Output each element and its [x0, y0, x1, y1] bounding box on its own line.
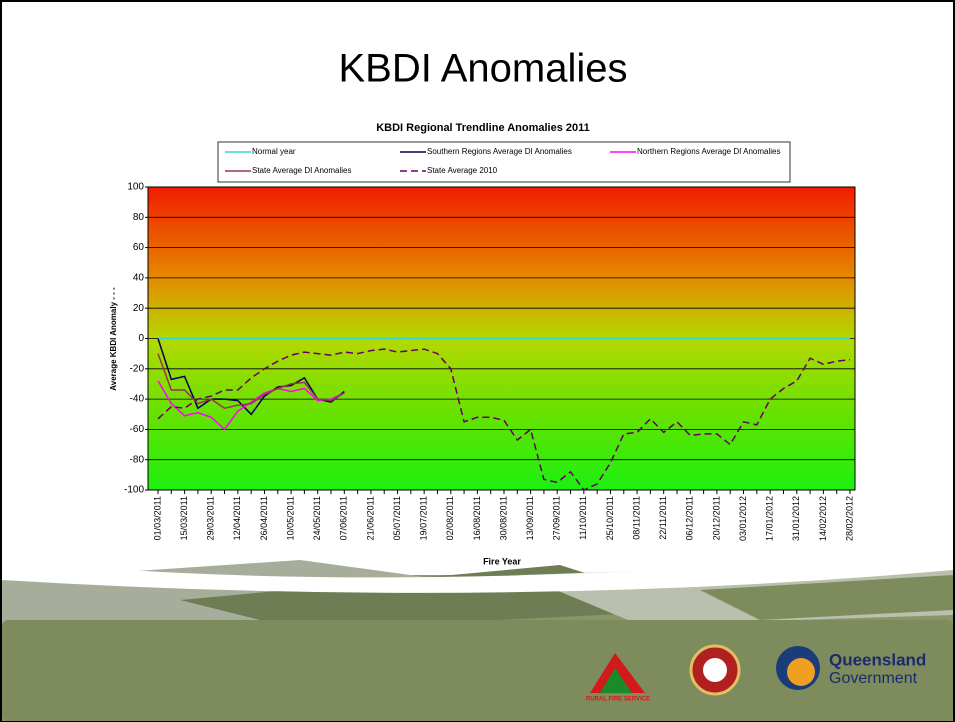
x-tick-label: 07/06/2011 [339, 496, 349, 540]
qld-logo-inner [787, 658, 815, 686]
x-tick-label: 25/10/2011 [605, 496, 615, 540]
x-tick-label: 31/01/2012 [791, 496, 801, 541]
y-tick-label: 80 [133, 212, 145, 223]
x-tick-label: 20/12/2011 [711, 496, 721, 540]
x-axis-label: Fire Year [483, 556, 521, 566]
x-tick-label: 26/04/2011 [259, 496, 269, 540]
y-tick-label: 20 [133, 303, 145, 314]
x-tick-label: 03/01/2012 [738, 496, 748, 541]
qld-label: Queensland [829, 650, 926, 669]
x-tick-label: 10/05/2011 [285, 496, 295, 540]
x-tick-label: 24/05/2011 [312, 496, 322, 540]
chart-title: KBDI Regional Trendline Anomalies 2011 [376, 122, 590, 134]
y-tick-label: 100 [127, 182, 144, 193]
x-tick-label: 21/06/2011 [365, 496, 375, 540]
legend-label: Northern Regions Average DI Anomalies [637, 147, 781, 156]
qld-label: Government [829, 670, 918, 687]
y-tick-label: -60 [130, 424, 145, 435]
x-tick-label: 02/08/2011 [445, 496, 455, 540]
y-axis-label: Average KBDI Anomaly - - - [109, 287, 118, 391]
x-tick-label: 14/02/2012 [818, 496, 828, 541]
x-tick-label: 01/03/2011 [152, 496, 162, 540]
x-tick-label: 29/03/2011 [206, 496, 216, 540]
y-tick-label: -100 [124, 485, 144, 496]
x-tick-label: 13/09/2011 [525, 496, 535, 540]
legend-label: Southern Regions Average DI Anomalies [427, 147, 572, 156]
x-tick-label: 06/12/2011 [685, 496, 695, 540]
legend: Normal year Southern Regions Average DI A… [218, 142, 790, 182]
y-tick-label: 40 [133, 273, 145, 284]
legend-label: Normal year [252, 147, 296, 156]
x-tick-label: 15/03/2011 [179, 496, 189, 540]
leaf-band [2, 548, 953, 721]
y-tick-label: -80 [130, 454, 145, 465]
legend-label: State Average 2010 [427, 166, 498, 175]
x-tick-label: 11/10/2011 [578, 496, 588, 540]
x-tick-label: 28/02/2012 [844, 496, 854, 541]
y-tick-label: -40 [130, 394, 145, 405]
rfs-label: RURAL FIRE SERVICE [586, 697, 650, 703]
x-tick-label: 16/08/2011 [472, 496, 482, 540]
y-tick-label: 60 [133, 242, 145, 253]
legend-label: State Average DI Anomalies [252, 166, 351, 175]
x-tick-label: 19/07/2011 [419, 496, 429, 540]
x-tick-label: 05/07/2011 [392, 496, 402, 540]
slide-title: KBDI Anomalies [338, 47, 627, 91]
x-tick-label: 17/01/2012 [765, 496, 775, 541]
x-tick-label: 08/11/2011 [631, 496, 641, 540]
x-tick-label: 30/08/2011 [498, 496, 508, 540]
crest-inner [703, 658, 727, 682]
slide: KBDI Anomalies RURAL FIRE SERVICE Queens… [0, 0, 955, 722]
x-tick-label: 22/11/2011 [658, 496, 668, 540]
x-tick-label: 12/04/2011 [232, 496, 242, 540]
y-tick-label: -20 [130, 363, 145, 374]
y-tick-label: 0 [138, 333, 144, 344]
x-tick-label: 27/09/2011 [552, 496, 562, 540]
